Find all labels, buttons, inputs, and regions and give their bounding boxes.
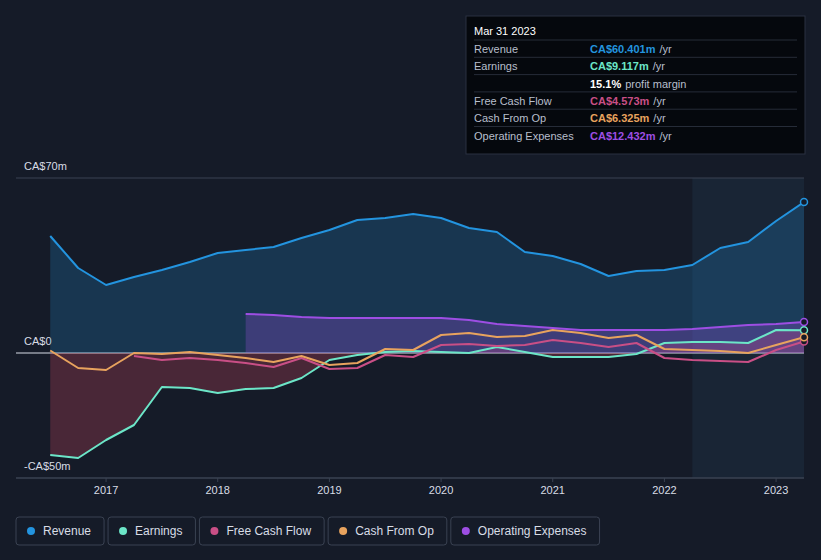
tooltip-value: CA$4.573m bbox=[590, 95, 650, 107]
end-point bbox=[801, 334, 808, 341]
series-line bbox=[50, 330, 804, 458]
background bbox=[0, 0, 821, 560]
tooltip-unit: /yr bbox=[653, 112, 666, 124]
tooltip-divider bbox=[474, 109, 797, 110]
legend-item[interactable]: Cash From Op bbox=[328, 517, 447, 545]
x-tick-label: 2017 bbox=[94, 484, 118, 496]
plot-area bbox=[50, 202, 804, 458]
tooltip-unit: /yr bbox=[659, 130, 672, 142]
tooltip-divider bbox=[474, 57, 797, 58]
legend-swatch bbox=[339, 527, 347, 535]
x-tick-label: 2020 bbox=[429, 484, 453, 496]
x-tick bbox=[776, 478, 777, 482]
legend-swatch bbox=[210, 527, 218, 535]
x-tick bbox=[217, 478, 218, 482]
tooltip-label: Revenue bbox=[474, 43, 518, 55]
legend-label: Operating Expenses bbox=[478, 524, 587, 538]
tooltip-value: CA$60.401m bbox=[590, 43, 656, 55]
tooltip-unit: profit margin bbox=[625, 78, 686, 90]
tooltip-divider bbox=[474, 91, 797, 92]
tooltip-label: Operating Expenses bbox=[474, 130, 574, 142]
x-tick bbox=[552, 478, 553, 482]
series-line bbox=[50, 330, 804, 370]
end-point bbox=[801, 319, 808, 326]
tooltip-unit: /yr bbox=[653, 95, 666, 107]
y-tick-label: CA$0 bbox=[24, 335, 52, 347]
tooltip-label: Cash From Op bbox=[474, 112, 546, 124]
x-tick bbox=[106, 478, 107, 482]
legend-swatch bbox=[462, 527, 470, 535]
legend-swatch bbox=[119, 527, 127, 535]
series-line bbox=[134, 340, 804, 369]
x-tick-label: 2018 bbox=[205, 484, 229, 496]
area-fill bbox=[246, 314, 804, 353]
x-tick bbox=[664, 478, 665, 482]
tooltip-value: CA$12.432m bbox=[590, 130, 656, 142]
x-tick-label: 2023 bbox=[764, 484, 788, 496]
y-tick-label: -CA$50m bbox=[24, 460, 70, 472]
tooltip-divider bbox=[474, 74, 797, 75]
area-fill bbox=[50, 202, 804, 353]
tooltip-value: 15.1% bbox=[590, 78, 621, 90]
legend-box bbox=[199, 517, 324, 545]
x-tick-label: 2021 bbox=[541, 484, 565, 496]
end-point bbox=[801, 199, 808, 206]
tooltip-divider bbox=[474, 40, 797, 41]
x-tick-label: 2019 bbox=[317, 484, 341, 496]
grid-line bbox=[16, 178, 804, 179]
legend-box bbox=[328, 517, 447, 545]
legend-label: Revenue bbox=[43, 524, 91, 538]
legend-item[interactable]: Revenue bbox=[16, 517, 104, 545]
legend-box bbox=[108, 517, 195, 545]
legend-label: Cash From Op bbox=[355, 524, 434, 538]
tooltip-label: Free Cash Flow bbox=[474, 95, 552, 107]
x-tick-label: 2022 bbox=[652, 484, 676, 496]
grid-line bbox=[16, 478, 804, 479]
end-point bbox=[801, 327, 808, 334]
tooltip-label: Earnings bbox=[474, 60, 518, 72]
series-line bbox=[246, 314, 804, 330]
axis-line bbox=[16, 478, 804, 479]
chart: -CA$50m CA$0 CA$70m 2017 2018 2019 2020 2021 202… bbox=[0, 0, 821, 560]
tooltip-value: CA$9.117m bbox=[590, 60, 649, 72]
tooltip-unit: /yr bbox=[659, 43, 672, 55]
legend-item[interactable]: Earnings bbox=[108, 517, 195, 545]
legend-box bbox=[16, 517, 104, 545]
x-tick bbox=[441, 478, 442, 482]
legend-item[interactable]: Free Cash Flow bbox=[199, 517, 324, 545]
tooltip-title: Mar 31 2023 bbox=[474, 25, 536, 37]
tooltip-divider bbox=[474, 126, 797, 127]
tooltip bbox=[466, 16, 805, 154]
tooltip-unit: /yr bbox=[653, 60, 666, 72]
series-line bbox=[50, 202, 804, 285]
legend-box bbox=[451, 517, 600, 545]
legend-label: Free Cash Flow bbox=[226, 524, 311, 538]
y-tick-label: CA$70m bbox=[24, 160, 67, 172]
x-tick bbox=[329, 478, 330, 482]
legend-label: Earnings bbox=[135, 524, 182, 538]
legend-item[interactable]: Operating Expenses bbox=[451, 517, 600, 545]
legend-swatch bbox=[27, 527, 35, 535]
tooltip-value: CA$6.325m bbox=[590, 112, 650, 124]
